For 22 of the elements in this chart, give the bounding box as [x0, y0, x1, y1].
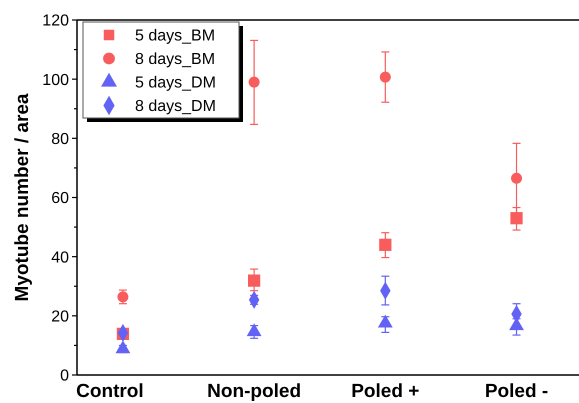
y-tick-label: 80 [51, 130, 70, 148]
point [510, 212, 523, 224]
point [248, 76, 260, 88]
x-tick-label: Non-poled [207, 381, 302, 402]
y-tick-label: 120 [42, 12, 70, 30]
y-tick-label: 60 [51, 190, 70, 208]
legend-label: 8 days_BM [135, 51, 216, 68]
point [248, 274, 260, 287]
point [380, 72, 391, 83]
point [511, 172, 522, 184]
legend-label: 5 days_BM [135, 28, 216, 45]
y-axis-title: Myotube number / area [12, 93, 33, 302]
legend-label: 8 days_DM [135, 98, 216, 116]
y-tick-label: 100 [42, 72, 70, 89]
y-tick-label: 40 [51, 249, 70, 266]
point [379, 238, 392, 251]
legend-label: 5 days_DM [135, 74, 216, 92]
x-tick-label: Poled - [484, 381, 548, 402]
y-tick-label: 20 [51, 308, 70, 326]
x-tick-label: Poled + [351, 381, 420, 402]
x-tick-label: Control [76, 381, 144, 402]
y-tick-label: 0 [60, 368, 70, 385]
